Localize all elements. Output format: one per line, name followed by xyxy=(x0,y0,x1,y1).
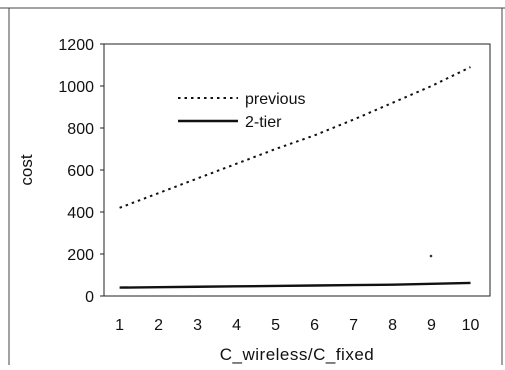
scan-speck xyxy=(429,254,433,258)
y-axis-ticks: 0 200 400 600 800 1000 1200 xyxy=(58,37,104,306)
legend: previous 2-tier xyxy=(178,91,305,131)
y-tick-label: 1200 xyxy=(58,37,94,54)
x-tick-label: 8 xyxy=(388,317,397,334)
x-tick-label: 6 xyxy=(310,317,319,334)
plot-area xyxy=(103,43,491,297)
x-tick-label: 9 xyxy=(427,317,436,334)
series-line-previous xyxy=(119,66,471,209)
x-tick-label: 2 xyxy=(154,317,163,334)
y-tick-label: 200 xyxy=(67,247,94,264)
x-tick-label: 3 xyxy=(193,317,202,334)
x-tick-label: 1 xyxy=(115,317,124,334)
x-tick-label: 10 xyxy=(462,317,480,334)
x-axis-label: C_wireless/C_fixed xyxy=(220,345,375,364)
y-tick-label: 800 xyxy=(67,121,94,138)
x-tick-label: 7 xyxy=(349,317,358,334)
x-tick-label: 5 xyxy=(271,317,280,334)
y-axis-label: cost xyxy=(17,154,36,185)
y-tick-label: 600 xyxy=(67,163,94,180)
y-tick-label: 1000 xyxy=(58,79,94,96)
legend-label-previous: previous xyxy=(245,91,305,108)
legend-label-2-tier: 2-tier xyxy=(245,114,282,131)
x-axis-ticks: 1 2 3 4 5 6 7 8 9 10 xyxy=(115,317,479,334)
x-tick-label: 4 xyxy=(232,317,241,334)
series-line-2-tier xyxy=(119,281,471,289)
y-tick-label: 400 xyxy=(67,205,94,222)
y-tick-label: 0 xyxy=(85,289,94,306)
series-layer xyxy=(119,66,471,289)
